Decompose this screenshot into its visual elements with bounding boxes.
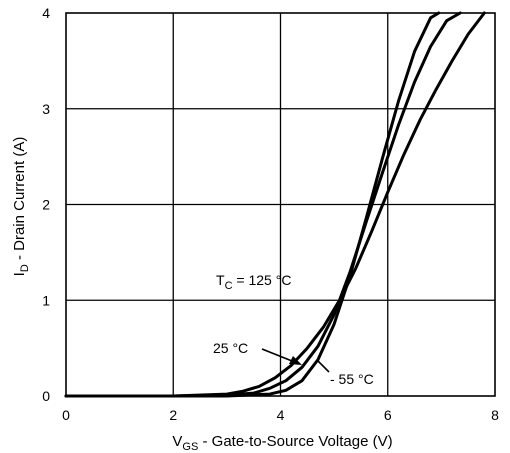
x-tick-label-1: 2: [169, 407, 177, 423]
y-axis-label-sub: D: [19, 264, 31, 272]
series-label-125c-sub: C: [225, 280, 233, 292]
y-tick-label-2: 2: [42, 197, 50, 213]
x-axis-label-rest: - Gate-to-Source Voltage (V): [198, 433, 392, 450]
y-tick-label-0: 0: [42, 388, 50, 404]
x-tick-label-4: 8: [491, 407, 499, 423]
x-tick-label-2: 4: [277, 407, 285, 423]
x-tick-label-0: 0: [62, 407, 70, 423]
y-tick-label-1: 1: [42, 292, 50, 308]
series-label-125c-rest: = 125 °C: [233, 272, 292, 288]
series-label-25c-arrowhead: [289, 356, 302, 365]
y-tick-label-3: 3: [42, 101, 50, 117]
series-label-25c-pointer: [261, 348, 293, 362]
series-label-125c-main: T: [216, 272, 225, 288]
y-axis-label-main: I: [11, 272, 28, 276]
plot-frame: [65, 12, 496, 397]
series-label-125c: TC = 125 °C: [216, 272, 291, 292]
x-axis-label: VGS - Gate-to-Source Voltage (V): [172, 433, 392, 453]
y-axis-label-rest: - Drain Current (A): [11, 137, 28, 265]
x-axis-label-sub: GS: [182, 441, 198, 453]
series-label-25c: 25 °C: [213, 340, 248, 356]
tick-labels: 0 2 4 6 8 0 1 2 3 4: [42, 5, 499, 423]
x-tick-label-3: 6: [384, 407, 392, 423]
y-tick-label-4: 4: [42, 5, 50, 21]
series-label-minus55c: - 55 °C: [330, 371, 374, 387]
y-axis-label: ID - Drain Current (A): [11, 137, 31, 277]
x-axis-label-main: V: [172, 433, 182, 450]
series-label-minus55c-pointer: [317, 360, 330, 373]
grid: [66, 13, 495, 396]
